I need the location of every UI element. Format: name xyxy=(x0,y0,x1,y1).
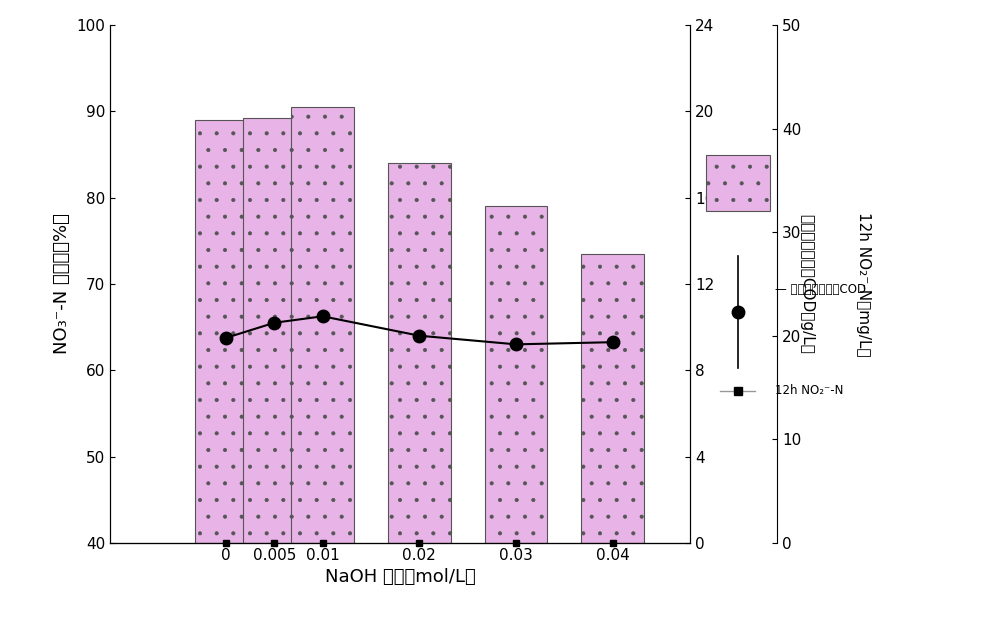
Bar xyxy=(485,206,547,543)
Y-axis label: 预处理后水解液COD（g/L）: 预处理后水解液COD（g/L） xyxy=(799,214,814,354)
Bar xyxy=(388,163,451,543)
Bar xyxy=(706,155,770,211)
X-axis label: NaOH 浓度（mol/L）: NaOH 浓度（mol/L） xyxy=(325,568,475,587)
Bar xyxy=(291,107,354,543)
Bar xyxy=(243,118,306,543)
Bar xyxy=(195,120,257,543)
Y-axis label: 12h NO₂⁻-N（mg/L）: 12h NO₂⁻-N（mg/L） xyxy=(856,212,871,356)
Y-axis label: NO₃⁻-N 去除率（%）: NO₃⁻-N 去除率（%） xyxy=(53,213,71,354)
Bar xyxy=(581,254,644,543)
Text: — 预处理后水解液COD: — 预处理后水解液COD xyxy=(775,283,867,296)
Text: 12h NO₂⁻-N: 12h NO₂⁻-N xyxy=(775,384,844,397)
